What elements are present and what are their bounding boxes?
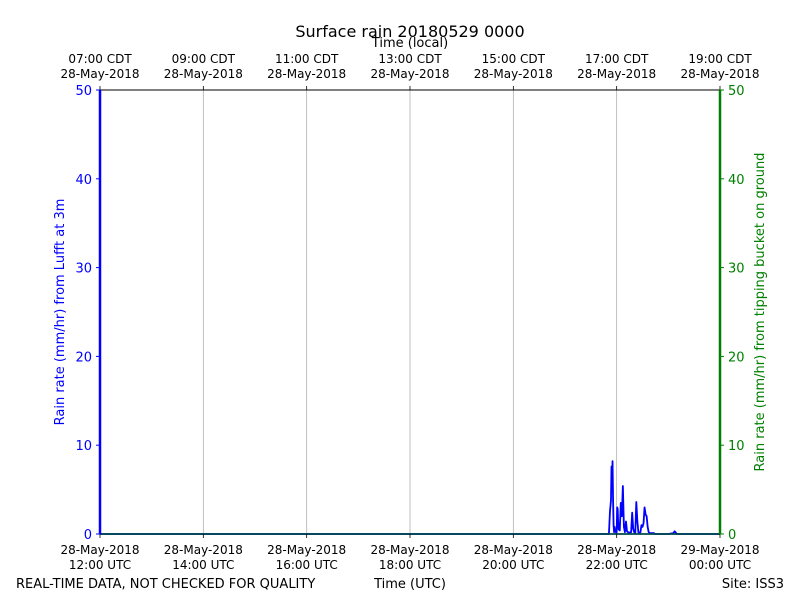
x-tick-label-top: 28-May-2018 (474, 67, 553, 81)
y-tick-label-right: 0 (728, 528, 736, 543)
x-tick-label-top: 28-May-2018 (680, 67, 759, 81)
x-tick-label-bottom-time: 18:00 UTC (379, 558, 441, 572)
y-axis-label-right: Rain rate (mm/hr) from tipping bucket on… (753, 153, 768, 472)
footer-disclaimer: REAL-TIME DATA, NOT CHECKED FOR QUALITY (16, 577, 315, 592)
y-tick-label-right: 50 (728, 84, 745, 99)
x-tick-label-bottom-time: 22:00 UTC (586, 558, 648, 572)
y-tick-label-left: 40 (75, 173, 92, 188)
x-tick-label-bottom-time: 16:00 UTC (276, 558, 338, 572)
x-tick-label-top: 28-May-2018 (370, 67, 449, 81)
x-tick-label-bottom: 29-May-2018 (680, 543, 759, 557)
top-axis-label: Time (local) (371, 36, 448, 51)
x-tick-label-bottom-time: 12:00 UTC (69, 558, 131, 572)
x-tick-label-bottom-time: 20:00 UTC (482, 558, 544, 572)
y-axis-label-left: Rain rate (mm/hr) from Lufft at 3m (53, 199, 68, 426)
y-tick-label-right: 10 (728, 439, 745, 454)
chart-title: Surface rain 20180529 0000 (295, 22, 524, 41)
x-tick-label-bottom: 28-May-2018 (164, 543, 243, 557)
x-tick-label-bottom: 28-May-2018 (267, 543, 346, 557)
y-tick-label-left: 30 (75, 262, 92, 277)
x-tick-label-top: 28-May-2018 (267, 67, 346, 81)
x-axis-label: Time (UTC) (373, 577, 446, 592)
x-tick-label-top-time: 11:00 CDT (275, 52, 339, 66)
y-tick-label-right: 40 (728, 173, 745, 188)
x-tick-label-bottom-time: 14:00 UTC (172, 558, 234, 572)
x-tick-label-top-time: 09:00 CDT (172, 52, 236, 66)
x-tick-label-top-time: 19:00 CDT (688, 52, 752, 66)
x-tick-label-bottom: 28-May-2018 (60, 543, 139, 557)
x-tick-label-top-time: 07:00 CDT (68, 52, 132, 66)
y-tick-label-right: 30 (728, 262, 745, 277)
x-tick-label-bottom-time: 00:00 UTC (689, 558, 751, 572)
x-tick-label-bottom: 28-May-2018 (577, 543, 656, 557)
x-tick-label-top: 28-May-2018 (164, 67, 243, 81)
x-tick-label-top-time: 15:00 CDT (482, 52, 546, 66)
y-tick-label-right: 20 (728, 350, 745, 365)
x-tick-label-top: 28-May-2018 (577, 67, 656, 81)
y-tick-label-left: 20 (75, 350, 92, 365)
x-tick-label-top-time: 17:00 CDT (585, 52, 649, 66)
x-tick-label-top: 28-May-2018 (60, 67, 139, 81)
x-tick-label-bottom: 28-May-2018 (474, 543, 553, 557)
x-tick-label-top-time: 13:00 CDT (378, 52, 442, 66)
y-tick-label-left: 10 (75, 439, 92, 454)
x-tick-label-bottom: 28-May-2018 (370, 543, 449, 557)
y-tick-label-left: 50 (75, 84, 92, 99)
y-tick-label-left: 0 (84, 528, 92, 543)
footer-site: Site: ISS3 (722, 577, 784, 592)
